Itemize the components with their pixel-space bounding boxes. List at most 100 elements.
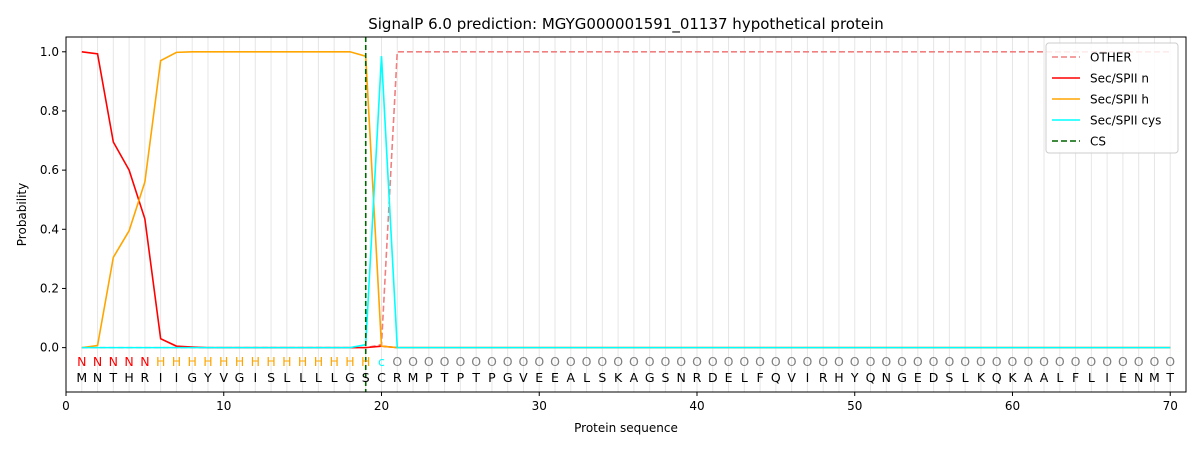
legend-entry: Sec/SPII n	[1090, 72, 1149, 86]
prediction-label: O	[1134, 354, 1144, 369]
residue-letter: R	[819, 370, 828, 385]
prediction-label: O	[818, 354, 828, 369]
residue-letter: V	[219, 370, 228, 385]
residue-letter: S	[945, 370, 953, 385]
prediction-label: c	[378, 354, 385, 369]
residue-letter: E	[725, 370, 733, 385]
prediction-label: O	[771, 354, 781, 369]
residue-letter: F	[756, 370, 763, 385]
prediction-label: O	[1055, 354, 1065, 369]
residue-letter: I	[806, 370, 810, 385]
residue-letter: R	[693, 370, 702, 385]
residue-letter: L	[741, 370, 748, 385]
residue-letter: R	[393, 370, 402, 385]
y-tick-label: 0.4	[40, 222, 59, 236]
prediction-label: O	[739, 354, 749, 369]
residue-letter: Q	[992, 370, 1002, 385]
prediction-label: O	[1039, 354, 1049, 369]
residue-letter: P	[457, 370, 465, 385]
residue-letter: E	[914, 370, 922, 385]
prediction-label: O	[850, 354, 860, 369]
prediction-label: H	[298, 354, 307, 369]
residue-letter: G	[345, 370, 355, 385]
prediction-label: O	[834, 354, 844, 369]
prediction-label: O	[597, 354, 607, 369]
y-tick-label: 0.8	[40, 104, 59, 118]
x-tick-label: 60	[1005, 399, 1020, 413]
residue-letter: Q	[866, 370, 876, 385]
prediction-label: O	[708, 354, 718, 369]
prediction-label: O	[455, 354, 465, 369]
prediction-label: O	[1165, 354, 1175, 369]
prediction-label: O	[503, 354, 513, 369]
prediction-label: H	[282, 354, 291, 369]
x-tick-label: 70	[1163, 399, 1178, 413]
residue-letter: E	[535, 370, 543, 385]
residue-letter: N	[1134, 370, 1143, 385]
prediction-label: O	[992, 354, 1002, 369]
residue-letter: K	[1008, 370, 1017, 385]
x-tick-label: 50	[847, 399, 862, 413]
residue-letter: V	[519, 370, 528, 385]
prediction-label: O	[566, 354, 576, 369]
series-line-sec-spii-cys	[81, 56, 1171, 349]
x-tick-label: 0	[62, 399, 70, 413]
residue-grid	[81, 37, 1171, 392]
residue-letter: N	[677, 370, 686, 385]
prediction-label: H	[219, 354, 228, 369]
residue-letter: A	[630, 370, 639, 385]
residue-letter: A	[567, 370, 576, 385]
residue-letter: T	[471, 370, 480, 385]
residue-letter: E	[1119, 370, 1127, 385]
residue-letter: I	[1105, 370, 1109, 385]
y-tick-label: 0.6	[40, 163, 59, 177]
prediction-label: H	[235, 354, 244, 369]
prediction-label: O	[755, 354, 765, 369]
residue-letter: G	[235, 370, 245, 385]
prediction-label: O	[787, 354, 797, 369]
residue-letter: Y	[203, 370, 212, 385]
residue-letter: G	[187, 370, 197, 385]
prediction-label: H	[329, 354, 338, 369]
residue-letter: D	[708, 370, 718, 385]
residue-letter: K	[614, 370, 623, 385]
residue-letter: I	[159, 370, 163, 385]
residue-letter: L	[962, 370, 969, 385]
residue-letter: A	[1040, 370, 1049, 385]
prediction-label: O	[802, 354, 812, 369]
x-tick-label: 20	[374, 399, 389, 413]
prediction-label: O	[976, 354, 986, 369]
prediction-label: O	[944, 354, 954, 369]
series-line-other	[81, 50, 1171, 349]
y-axis-label: Probability	[15, 183, 29, 246]
residue-letter: L	[283, 370, 290, 385]
prediction-label: O	[1023, 354, 1033, 369]
residue-letter: A	[1024, 370, 1033, 385]
x-axis-label: Protein sequence	[574, 421, 678, 435]
residue-letter: I	[175, 370, 179, 385]
prediction-label: O	[1008, 354, 1018, 369]
x-tick-label: 10	[216, 399, 231, 413]
residue-letter: P	[425, 370, 433, 385]
residue-letter: L	[1088, 370, 1095, 385]
residue-letter: L	[315, 370, 322, 385]
legend-entry: OTHER	[1090, 51, 1132, 65]
prediction-label: H	[361, 354, 370, 369]
residue-letter: L	[1056, 370, 1063, 385]
residue-letter: S	[267, 370, 275, 385]
residue-letter: G	[897, 370, 907, 385]
prediction-label: H	[156, 354, 165, 369]
prediction-label: O	[676, 354, 686, 369]
legend-entry: CS	[1090, 135, 1106, 149]
prediction-label: O	[582, 354, 592, 369]
prediction-label: O	[913, 354, 923, 369]
residue-letter: G	[645, 370, 655, 385]
residue-letter: S	[362, 370, 370, 385]
residue-letter: N	[93, 370, 102, 385]
x-axis-ticks: 0 10 20 30 40 50 60 70	[62, 392, 1178, 413]
prediction-label: O	[1150, 354, 1160, 369]
residue-letter: H	[834, 370, 843, 385]
y-tick-label: 0.0	[40, 341, 59, 355]
